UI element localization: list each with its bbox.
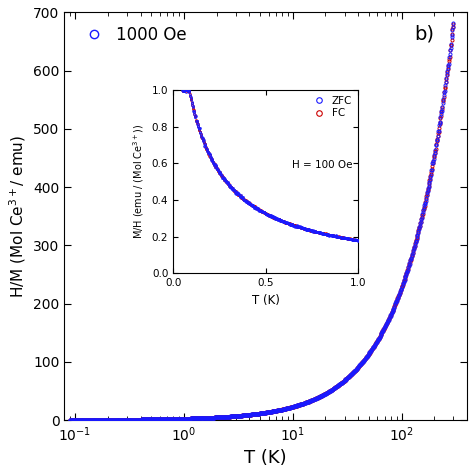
Y-axis label: H/M (Mol Ce$^{3+}$/ emu): H/M (Mol Ce$^{3+}$/ emu): [7, 135, 27, 298]
Text: b): b): [415, 25, 435, 44]
X-axis label: T (K): T (K): [245, 449, 287, 467]
Legend: 1000 Oe: 1000 Oe: [71, 19, 193, 50]
